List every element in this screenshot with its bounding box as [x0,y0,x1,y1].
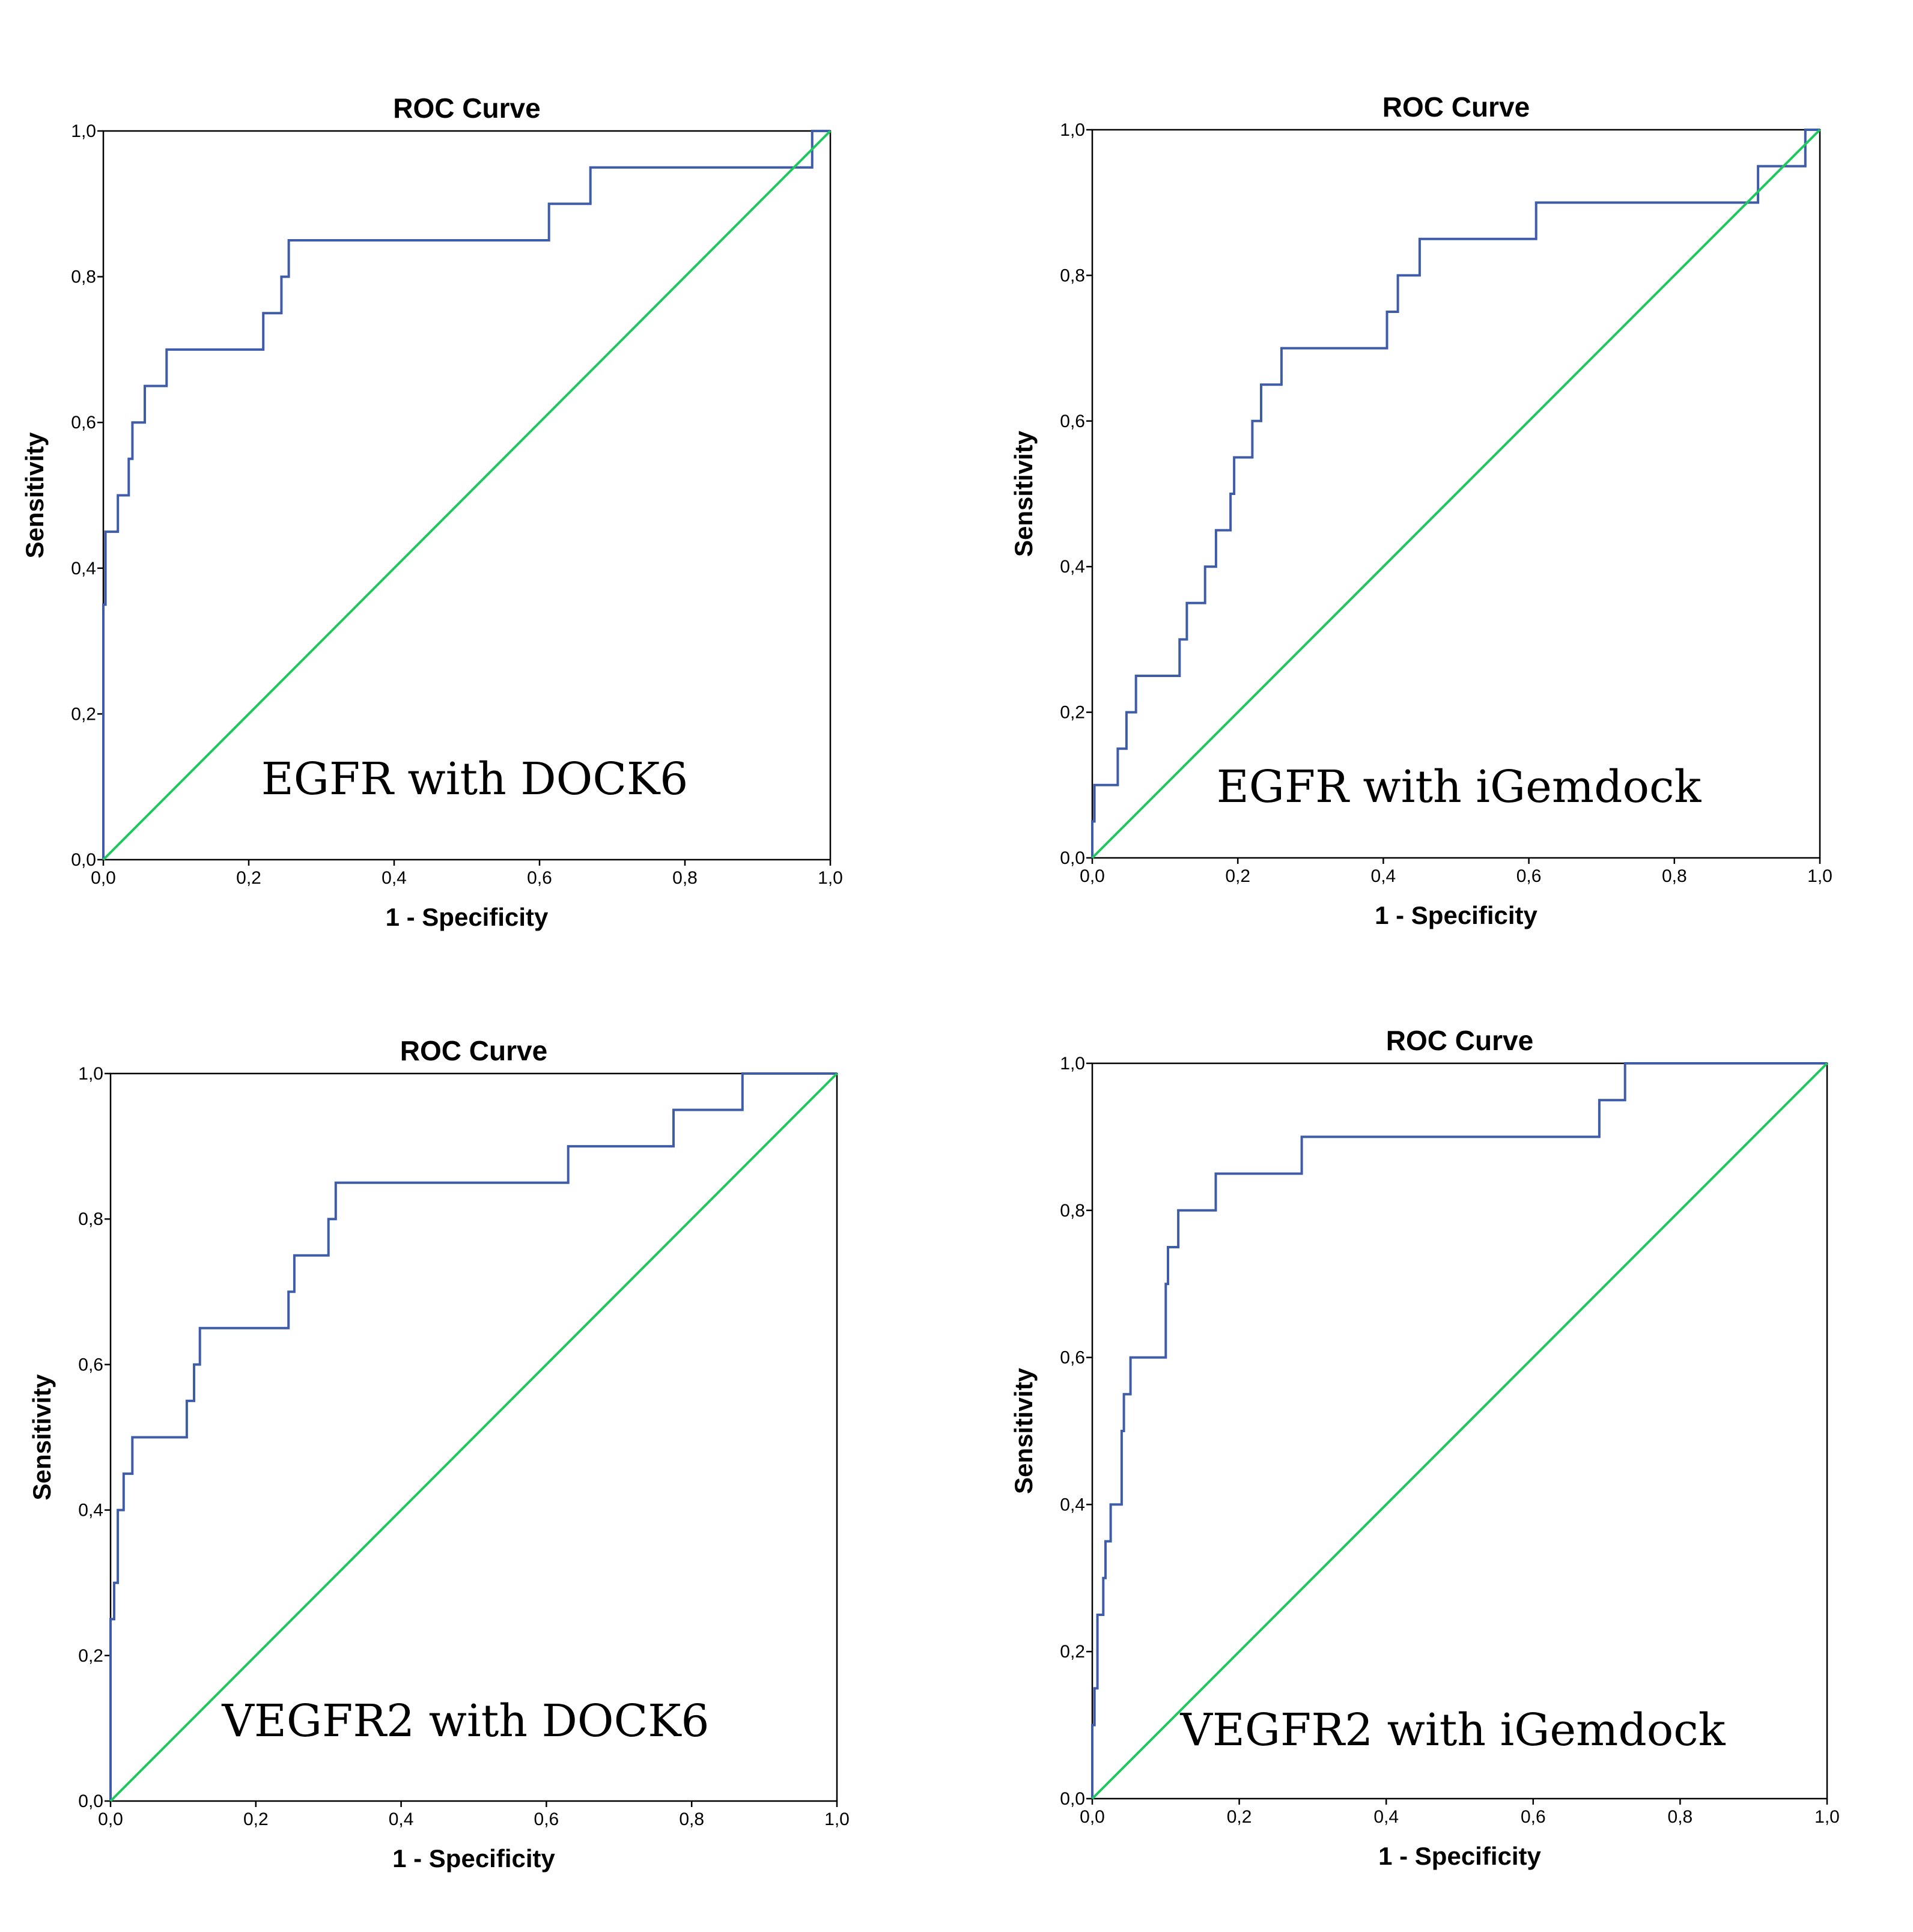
y-tick-label: 0,0 [71,850,96,870]
x-tick-label: 0,0 [91,868,116,888]
chart-annotation: VEGFR2 with DOCK6 [221,1695,709,1747]
y-tick-label: 0,6 [71,413,96,433]
y-axis-label: Sensitivity [28,1374,56,1501]
x-tick-label: 1,0 [1814,1807,1840,1827]
chart-title: ROC Curve [393,93,540,124]
y-tick-label: 0,4 [1060,557,1085,577]
x-tick-label: 1,0 [824,1809,850,1829]
x-tick-label: 0,6 [1521,1807,1546,1827]
x-tick-label: 0,8 [1662,866,1687,886]
x-tick-label: 0,0 [1080,866,1105,886]
y-tick-label: 0,8 [1060,266,1085,285]
reference-diagonal-line [1091,1062,1828,1800]
y-tick-label: 0,0 [1060,1789,1085,1809]
roc-chart-1: ROC Curve 0,0 0,2 0,4 0,6 0,8 1,0 0,0 0,2 0,4 0,6 0… [20,93,843,931]
y-tick-label: 0,4 [78,1501,103,1520]
chart-title: ROC Curve [1382,91,1530,123]
x-tick-label: 0,2 [243,1809,269,1829]
x-tick-label: 0,0 [1080,1807,1105,1827]
y-tick-label: 0,4 [1060,1495,1085,1514]
chart-annotation: VEGFR2 with iGemdock [1179,1704,1726,1756]
x-tick-label: 0,6 [534,1809,559,1829]
x-tick-label: 0,4 [382,868,407,888]
y-axis-label: Sensitivity [20,432,49,559]
y-axis-label: Sensitivity [1009,430,1038,557]
y-tick-label: 1,0 [1060,120,1085,140]
x-tick-label: 0,8 [672,868,698,888]
x-tick-label: 0,8 [1668,1807,1693,1827]
x-tick-label: 0,4 [389,1809,414,1829]
y-tick-label: 0,8 [71,267,96,287]
roc-curve-line [102,130,830,860]
reference-diagonal-line [102,130,832,861]
y-tick-label: 0,8 [78,1209,103,1229]
roc-curve-line [1091,1062,1827,1799]
chart-annotation: EGFR with iGemdock [1217,761,1702,813]
y-tick-label: 1,0 [78,1064,103,1084]
x-tick-label: 1,0 [1807,866,1832,886]
x-axis-label: 1 - Specificity [386,903,549,931]
plot-frame [109,1072,838,1802]
x-tick-label: 0,4 [1373,1807,1399,1827]
reference-diagonal-line [1091,129,1821,859]
x-tick-label: 0,8 [679,1809,704,1829]
y-tick-label: 1,0 [1060,1054,1085,1074]
y-tick-label: 0,0 [78,1791,103,1811]
x-tick-label: 0,2 [1227,1807,1252,1827]
x-tick-label: 0,6 [1516,866,1542,886]
y-tick-label: 0,4 [71,559,96,579]
y-tick-label: 0,2 [1060,1642,1085,1662]
x-tick-label: 0,2 [1225,866,1250,886]
x-tick-label: 1,0 [818,868,843,888]
plot-frame [1091,129,1821,859]
roc-chart-4: ROC Curve 0,0 0,2 0,4 0,6 0,8 1,0 0,0 0,2 0,4 0,6 0… [1009,1025,1840,1870]
x-tick-label: 0,4 [1371,866,1396,886]
x-tick-label: 0,6 [527,868,552,888]
y-tick-label: 0,6 [1060,412,1085,431]
x-tick-label: 0,2 [236,868,261,888]
reference-diagonal-line [109,1072,838,1802]
y-tick-label: 0,0 [1060,848,1085,868]
chart-title: ROC Curve [400,1035,547,1066]
y-tick-label: 0,6 [78,1355,103,1375]
y-tick-label: 0,2 [71,704,96,724]
y-tick-label: 0,6 [1060,1348,1085,1368]
plot-frame [102,130,832,861]
x-axis-label: 1 - Specificity [1378,1842,1541,1870]
x-tick-label: 0,0 [98,1809,123,1829]
chart-annotation: EGFR with DOCK6 [261,753,689,805]
chart-title: ROC Curve [1386,1025,1533,1056]
y-tick-label: 1,0 [71,121,96,141]
x-axis-label: 1 - Specificity [392,1844,555,1873]
roc-curve-line [1091,129,1820,858]
x-axis-label: 1 - Specificity [1375,901,1537,929]
plot-frame [1091,1062,1828,1800]
roc-chart-2: ROC Curve 0,0 0,2 0,4 0,6 0,8 1,0 0,0 0,2 0,4 0,6 0… [1009,91,1832,929]
roc-chart-3: ROC Curve 0,0 0,2 0,4 0,6 0,8 1,0 0,0 0,2 0,4 0,6 0… [28,1035,850,1873]
y-tick-label: 0,2 [78,1646,103,1666]
roc-curve-line [109,1072,837,1801]
y-tick-label: 0,2 [1060,703,1085,723]
y-axis-label: Sensitivity [1009,1367,1038,1494]
y-tick-label: 0,8 [1060,1201,1085,1221]
